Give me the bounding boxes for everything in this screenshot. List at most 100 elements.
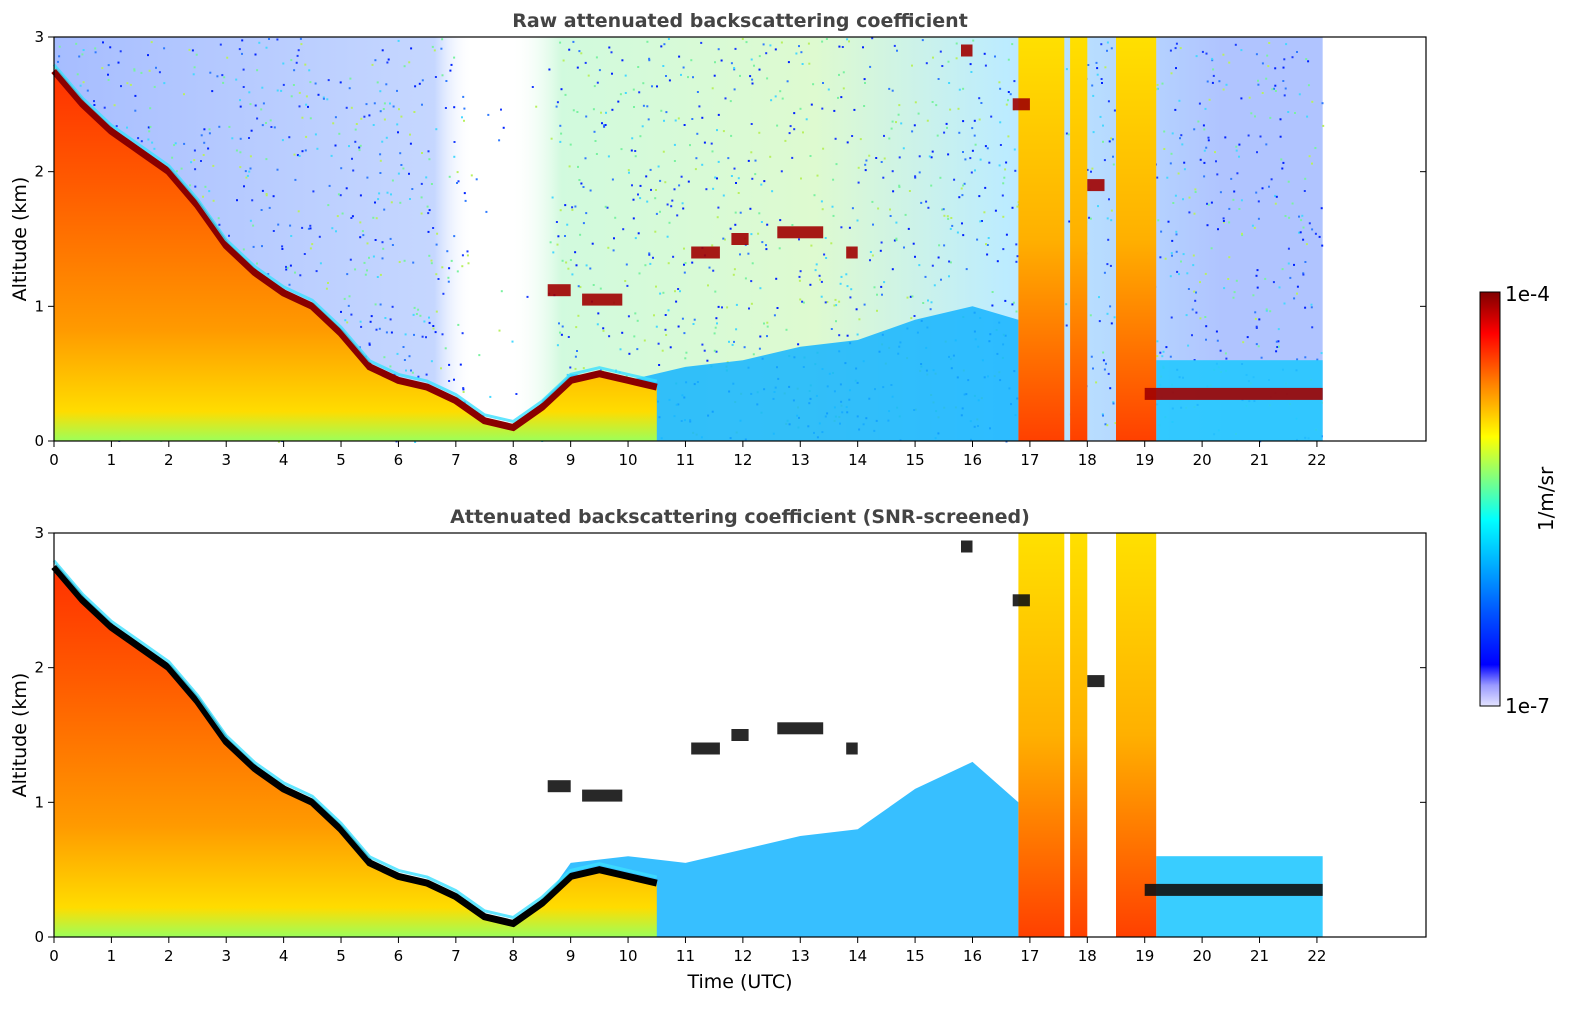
cloud-segment [961, 44, 973, 57]
x-tick-label: 20 [1193, 947, 1212, 965]
x-tick-label: 14 [848, 451, 867, 469]
y-tick-label: 1 [34, 793, 44, 811]
colorbar-max-label: 1e-4 [1505, 282, 1550, 306]
x-tick-label: 13 [791, 947, 810, 965]
x-axis-label: Time (UTC) [686, 971, 792, 993]
cloud-segment [731, 233, 749, 245]
x-tick-label: 0 [49, 947, 59, 965]
y-tick-label: 3 [34, 524, 44, 542]
y-tick-label: 2 [34, 659, 44, 677]
cloud-segment [846, 246, 858, 259]
cloud-segment [691, 246, 720, 259]
x-tick-label: 22 [1307, 947, 1326, 965]
x-tick-label: 15 [906, 947, 925, 965]
x-tick-label: 12 [733, 947, 752, 965]
y-axis-label: Altitude (km) [9, 177, 31, 302]
x-tick-label: 5 [336, 451, 346, 469]
x-tick-label: 2 [164, 947, 174, 965]
aerosol-layer [1156, 856, 1323, 937]
cloud-segment [961, 540, 973, 553]
y-axis: 0 1 2 3 [34, 524, 1426, 946]
x-tick-label: 21 [1250, 451, 1269, 469]
colorbar: 1e-4 1e-7 1/m/sr [1479, 282, 1558, 718]
x-tick-label: 9 [566, 451, 576, 469]
x-tick-label: 10 [619, 451, 638, 469]
cloud-segment [1087, 179, 1105, 192]
cloud-column [1116, 37, 1157, 441]
cloud-segment [1087, 675, 1105, 688]
x-tick-label: 8 [508, 947, 518, 965]
x-tick-label: 1 [107, 451, 117, 469]
cloud-segment [846, 742, 858, 755]
x-tick-label: 20 [1193, 451, 1212, 469]
x-tick-label: 7 [451, 947, 461, 965]
cloud-segment [1012, 98, 1030, 111]
x-tick-label: 6 [394, 451, 404, 469]
cloud-segment [1012, 594, 1030, 607]
cloud-segment [731, 729, 749, 741]
cloud-column [1070, 533, 1088, 937]
x-tick-label: 14 [848, 947, 867, 965]
x-tick-label: 11 [676, 947, 695, 965]
x-tick-label: 9 [566, 947, 576, 965]
x-tick-label: 19 [1135, 451, 1154, 469]
cloud-column [1018, 533, 1065, 937]
x-tick-label: 21 [1250, 947, 1269, 965]
x-tick-label: 22 [1307, 451, 1326, 469]
cloud-column [1018, 37, 1065, 441]
panel-title: Raw attenuated backscattering coefficien… [512, 10, 968, 32]
cloud-segment [1144, 883, 1323, 896]
cloud-segment [582, 293, 623, 306]
heatmap-area [51, 37, 1325, 443]
y-axis-label: Altitude (km) [9, 673, 31, 798]
cloud-segment [1144, 387, 1323, 400]
y-axis: 0 1 2 3 [34, 28, 1426, 450]
cloud-segment [777, 226, 824, 239]
x-tick-label: 7 [451, 451, 461, 469]
x-axis: 0 1 2 3 4 5 6 7 8 9 10 11 12 13 14 15 16 17 18 19 20 21 22 [49, 441, 1326, 469]
x-tick-label: 2 [164, 451, 174, 469]
boundary-layer-top [51, 68, 658, 432]
x-tick-label: 6 [394, 947, 404, 965]
x-tick-label: 3 [221, 947, 231, 965]
x-axis: 0 1 2 3 4 5 6 7 8 9 10 11 12 13 14 15 16 17 18 19 20 21 22 [49, 937, 1326, 965]
panel-screened: Attenuated backscattering coefficient (S… [9, 506, 1427, 993]
x-tick-label: 18 [1078, 947, 1097, 965]
cloud-segment [547, 780, 571, 793]
x-tick-label: 17 [1020, 451, 1039, 469]
x-tick-label: 5 [336, 947, 346, 965]
boundary-layer-top [51, 564, 658, 928]
x-tick-label: 15 [906, 451, 925, 469]
x-tick-label: 13 [791, 451, 810, 469]
aerosol-layer [541, 306, 1019, 441]
x-tick-label: 1 [107, 947, 117, 965]
cloud-segment [691, 742, 720, 755]
aerosol-layer [1156, 360, 1323, 441]
cloud-segment [547, 284, 571, 297]
panel-raw: Raw attenuated backscattering coefficien… [9, 10, 1427, 469]
x-tick-label: 11 [676, 451, 695, 469]
y-tick-label: 0 [34, 432, 44, 450]
x-tick-label: 17 [1020, 947, 1039, 965]
cloud-segment [582, 789, 623, 802]
colorbar-unit-label: 1/m/sr [1534, 466, 1558, 531]
x-tick-label: 10 [619, 947, 638, 965]
boundary-layer-edge [52, 559, 658, 920]
boundary-layer [54, 70, 657, 441]
cloud-column [1116, 533, 1157, 937]
x-tick-label: 19 [1135, 947, 1154, 965]
cloud-column [1070, 37, 1088, 441]
y-tick-label: 2 [34, 163, 44, 181]
y-tick-label: 3 [34, 28, 44, 46]
x-tick-label: 4 [279, 451, 289, 469]
heatmap-area [51, 533, 1323, 937]
plot-frame [53, 532, 1427, 938]
panel-title: Attenuated backscattering coefficient (S… [450, 506, 1030, 528]
y-tick-label: 0 [34, 928, 44, 946]
x-tick-label: 8 [508, 451, 518, 469]
boundary-layer-edge [52, 63, 658, 424]
cloud-segment [777, 722, 824, 735]
x-tick-label: 3 [221, 451, 231, 469]
colorbar-gradient [1479, 291, 1501, 707]
